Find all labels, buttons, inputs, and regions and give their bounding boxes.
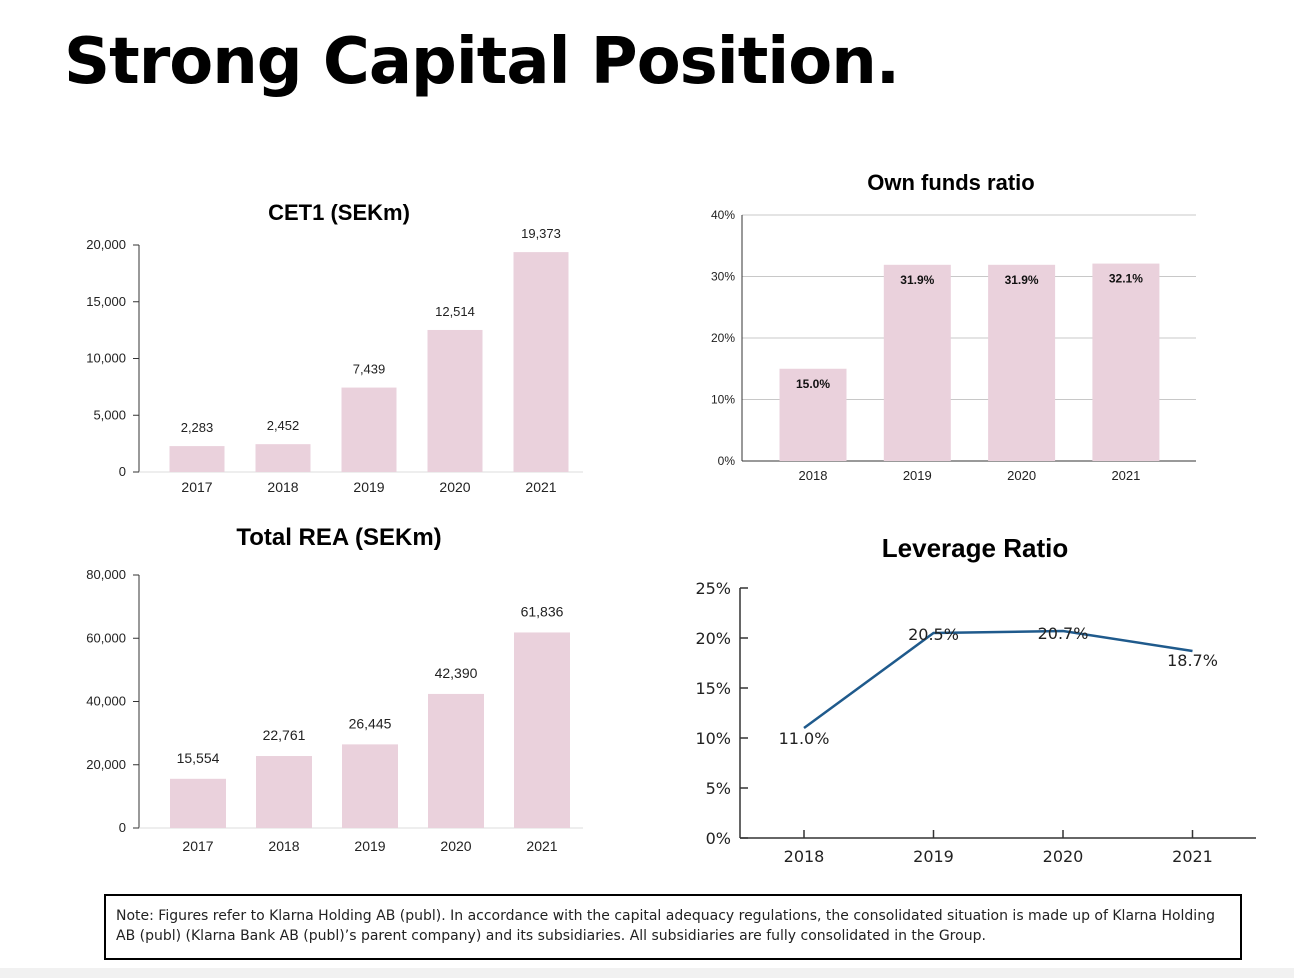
y-tick-label: 30% xyxy=(711,270,735,284)
x-tick-label: 2020 xyxy=(439,479,470,495)
y-tick-label: 15,000 xyxy=(86,294,126,309)
bar xyxy=(341,387,397,472)
y-tick-label: 80,000 xyxy=(86,567,126,582)
x-tick-label: 2021 xyxy=(1172,847,1213,866)
bar xyxy=(883,264,951,461)
x-tick-label: 2017 xyxy=(182,838,213,854)
note-box: Note: Figures refer to Klarna Holding AB… xyxy=(104,894,1242,960)
data-label: 42,390 xyxy=(435,665,478,681)
data-label: 12,514 xyxy=(435,304,475,319)
bar xyxy=(779,368,847,461)
x-tick-label: 2019 xyxy=(353,479,384,495)
data-label: 20.7% xyxy=(1038,624,1089,643)
y-tick-label: 40% xyxy=(711,208,735,222)
y-tick-label: 5,000 xyxy=(93,407,126,422)
x-tick-label: 2020 xyxy=(1043,847,1084,866)
x-tick-label: 2020 xyxy=(1007,468,1036,483)
y-tick-label: 20,000 xyxy=(86,757,126,772)
chart-title: Leverage Ratio xyxy=(882,533,1068,563)
bar xyxy=(988,264,1056,461)
data-label: 11.0% xyxy=(779,729,830,748)
x-tick-label: 2018 xyxy=(799,468,828,483)
y-tick-label: 5% xyxy=(706,779,731,798)
x-tick-label: 2021 xyxy=(526,838,557,854)
x-tick-label: 2020 xyxy=(440,838,471,854)
x-tick-label: 2019 xyxy=(913,847,954,866)
bar xyxy=(427,329,483,472)
bar xyxy=(342,744,398,828)
series-line xyxy=(803,629,1193,730)
x-tick-label: 2019 xyxy=(903,468,932,483)
y-tick-label: 0% xyxy=(718,454,736,468)
data-label: 2,452 xyxy=(267,418,300,433)
x-tick-label: 2019 xyxy=(354,838,385,854)
bar xyxy=(513,252,569,472)
data-label: 32.1% xyxy=(1109,272,1143,286)
page-title: Strong Capital Position. xyxy=(64,25,900,99)
x-tick-label: 2018 xyxy=(268,838,299,854)
y-tick-label: 20,000 xyxy=(86,237,126,252)
bar xyxy=(170,778,226,828)
y-tick-label: 25% xyxy=(695,579,731,598)
bar xyxy=(256,756,312,828)
chart-title: Own funds ratio xyxy=(867,170,1034,195)
data-label: 2,283 xyxy=(181,420,214,435)
bar xyxy=(255,444,311,472)
data-label: 61,836 xyxy=(521,603,564,619)
y-tick-label: 20% xyxy=(695,629,731,648)
footer-bar xyxy=(0,968,1294,978)
data-label: 26,445 xyxy=(349,715,392,731)
bar xyxy=(169,446,225,472)
data-label: 20.5% xyxy=(908,625,959,644)
y-tick-label: 0 xyxy=(119,464,126,479)
x-tick-label: 2021 xyxy=(525,479,556,495)
data-label: 31.9% xyxy=(1005,273,1039,287)
note-text: Note: Figures refer to Klarna Holding AB… xyxy=(116,908,1215,944)
data-label: 15.0% xyxy=(796,377,830,391)
y-tick-label: 0 xyxy=(119,820,126,835)
bar xyxy=(514,632,570,828)
y-tick-label: 40,000 xyxy=(86,694,126,709)
data-label: 31.9% xyxy=(900,273,934,287)
y-tick-label: 60,000 xyxy=(86,630,126,645)
data-label: 15,554 xyxy=(177,750,220,766)
x-tick-label: 2017 xyxy=(181,479,212,495)
chart-title: Total REA (SEKm) xyxy=(236,524,441,551)
bar xyxy=(1092,263,1160,461)
data-label: 7,439 xyxy=(353,362,386,377)
x-tick-label: 2018 xyxy=(267,479,298,495)
x-tick-label: 2018 xyxy=(784,847,825,866)
data-label: 22,761 xyxy=(263,727,306,743)
x-tick-label: 2021 xyxy=(1111,468,1140,483)
data-label: 18.7% xyxy=(1167,651,1218,670)
y-tick-label: 10% xyxy=(695,729,731,748)
y-tick-label: 10% xyxy=(711,393,735,407)
y-tick-label: 10,000 xyxy=(86,351,126,366)
y-tick-label: 15% xyxy=(695,679,731,698)
data-label: 19,373 xyxy=(521,226,561,241)
bar xyxy=(428,693,484,828)
y-tick-label: 0% xyxy=(706,829,731,848)
y-tick-label: 20% xyxy=(711,331,735,345)
chart-title: CET1 (SEKm) xyxy=(268,200,410,225)
